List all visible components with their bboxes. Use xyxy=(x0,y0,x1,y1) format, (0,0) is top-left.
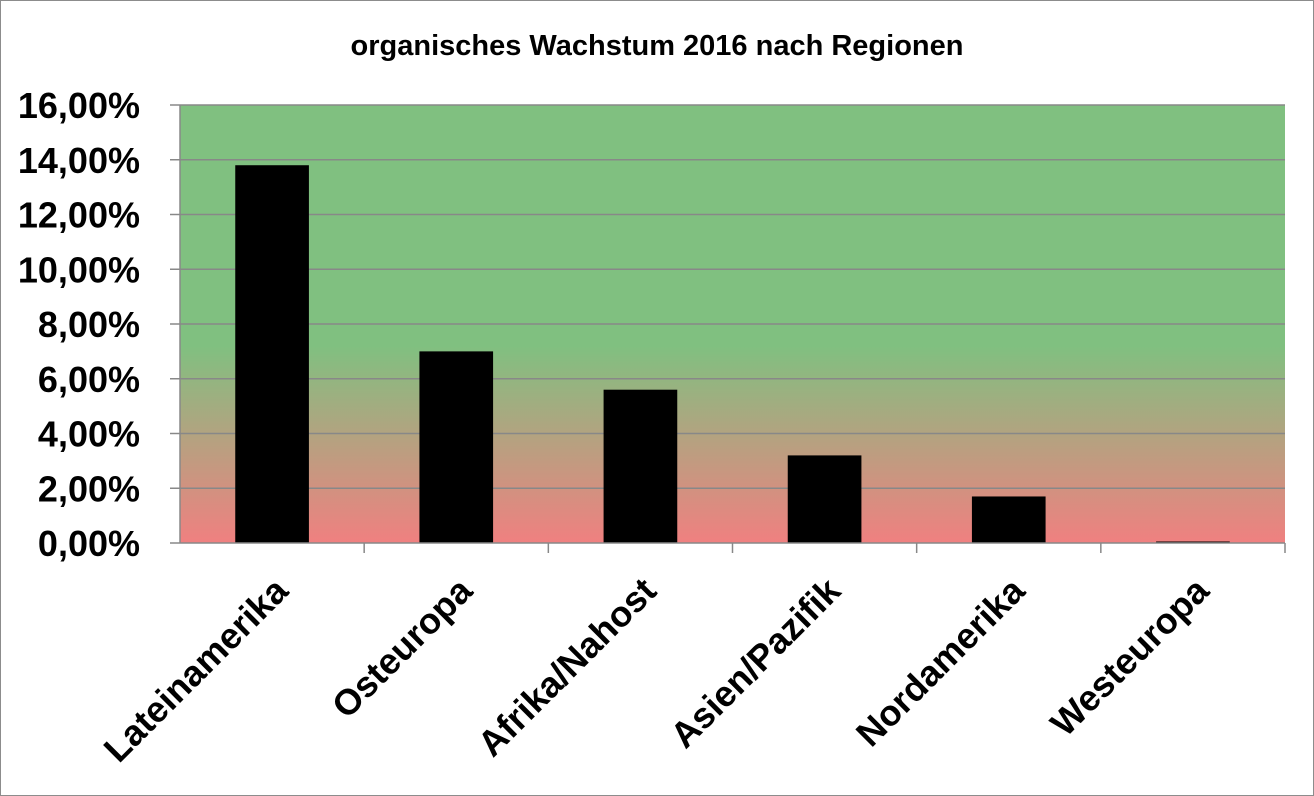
bar-afrika-nahost xyxy=(603,389,678,543)
bar-asien-pazifik xyxy=(787,455,862,543)
chart-title: organisches Wachstum 2016 nach Regionen xyxy=(350,30,964,62)
y-tick-label: 0,00% xyxy=(38,523,140,564)
y-tick-label: 2,00% xyxy=(38,468,140,509)
bar-nordamerika xyxy=(971,496,1046,543)
bar-lateinamerika xyxy=(235,165,309,543)
x-category-label: Westeuropa xyxy=(1042,569,1217,744)
x-category-label: Nordamerika xyxy=(848,569,1033,754)
y-tick-label: 14,00% xyxy=(18,140,140,181)
y-tick-label: 12,00% xyxy=(18,195,140,236)
y-tick-label: 16,00% xyxy=(18,85,140,126)
bar-osteuropa xyxy=(419,351,494,543)
x-category-label: Osteuropa xyxy=(324,569,481,726)
x-category-label: Lateinamerika xyxy=(96,569,297,770)
y-tick-label: 8,00% xyxy=(38,304,140,345)
y-tick-label: 6,00% xyxy=(38,359,140,400)
y-tick-label: 4,00% xyxy=(38,414,140,455)
x-category-label: Asien/Pazifik xyxy=(662,569,849,756)
x-category-label: Afrika/Nahost xyxy=(470,570,664,764)
y-tick-label: 10,00% xyxy=(18,249,140,290)
